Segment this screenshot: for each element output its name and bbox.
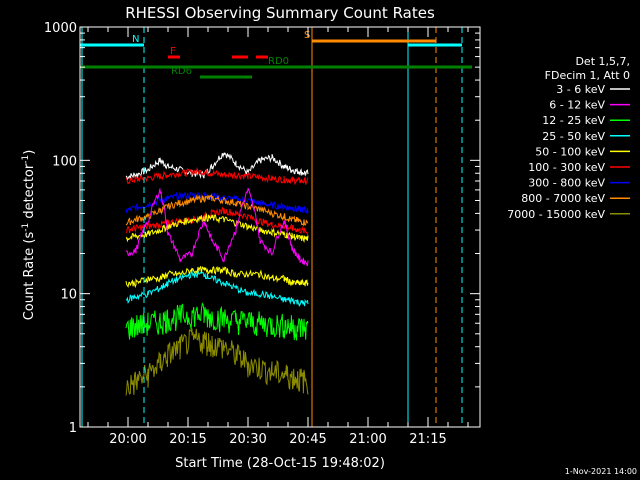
plot-frame [79,26,481,428]
series-line-3 [125,194,308,227]
x-axis: 20:00 20:15 20:30 20:45 21:00 21:15 [87,27,469,447]
legend-entry-label: 12 - 25 keV [542,114,605,127]
series-line-7 [125,265,309,289]
y-label-sup: -1 [21,155,31,164]
y-label-sup: -1 [21,223,31,232]
y-tick-label: 100 [52,154,77,169]
x-tick-label: 21:15 [409,432,446,447]
legend-header: FDecim 1, Att 0 [545,69,630,82]
footer-timestamp: 1-Nov-2021 14:00 [565,467,637,476]
legend-entry-label: 800 - 7000 keV [521,192,605,205]
x-tick-label: 21:00 [349,432,386,447]
state-label-s: S [304,30,310,41]
y-label-part: detector [22,163,37,223]
legend-entry-label: 25 - 50 keV [542,130,605,143]
y-axis-label: Count Rate (s-1 detector-1) [21,150,37,321]
series-line-10 [125,328,309,396]
x-tick-label: 20:30 [229,432,266,447]
series-line-2 [125,190,309,215]
legend-entry-label: 3 - 6 keV [556,83,605,96]
legend-entry-label: 100 - 300 keV [528,161,605,174]
y-label-part: Count Rate (s [22,232,37,321]
legend: Det 1,5,7,FDecim 1, Att 03 - 6 keV 6 - 12… [507,55,630,221]
legend-entry-label: 300 - 800 keV [528,177,605,190]
y-axis: 1000 100 10 1 [44,21,480,436]
legend-entry-label: 50 - 100 keV [535,145,605,158]
state-label-rd6: RD6 [171,66,192,77]
series-line-8 [125,270,309,307]
series-line-0 [125,152,309,181]
series-line-6 [125,187,309,267]
y-tick-label: 1000 [44,21,77,36]
series-line-1 [125,166,309,186]
plot-area: N F RD0 RD6 S [80,27,472,427]
x-tick-label: 20:45 [289,432,326,447]
series-line-5 [125,212,309,243]
legend-entry-label: 7000 - 15000 keV [507,208,605,221]
series-line-9 [125,302,309,341]
state-label-rd0: RD0 [268,56,289,67]
series-line-4 [125,206,309,236]
y-tick-label: 10 [60,288,77,303]
x-tick-label: 20:00 [109,432,146,447]
legend-entry-label: 6 - 12 keV [549,99,605,112]
state-label-n: N [132,34,139,45]
y-label-part: ) [22,150,37,155]
legend-header: Det 1,5,7, [575,55,630,68]
chart-title: RHESSI Observing Summary Count Rates [125,4,435,22]
x-tick-label: 20:15 [169,432,206,447]
x-axis-label: Start Time (28-Oct-15 19:48:02) [175,456,385,471]
y-tick-label: 1 [69,421,77,436]
state-label-f: F [170,46,176,57]
